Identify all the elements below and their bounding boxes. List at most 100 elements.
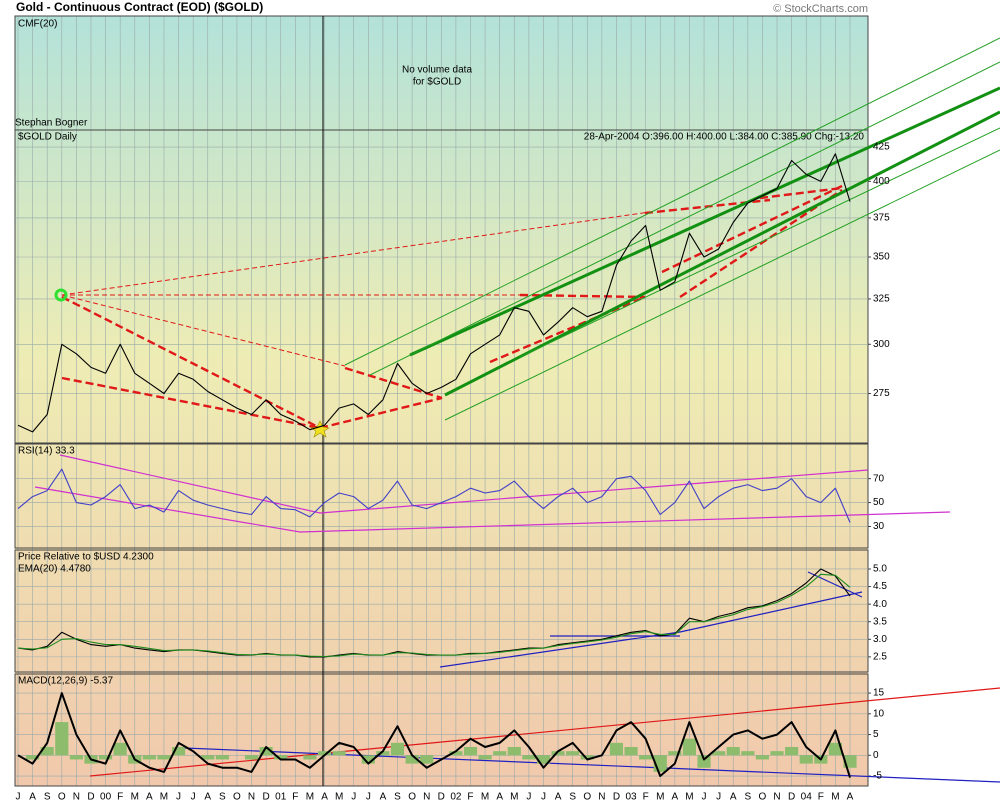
histogram-bar [244, 755, 259, 760]
channel-line [369, 61, 1000, 376]
x-tick-label: A [847, 792, 854, 803]
histogram-bar [376, 751, 390, 756]
series-line [17, 573, 851, 658]
histogram-bar [274, 755, 288, 760]
x-tick-label: D [263, 792, 270, 803]
trendline [661, 184, 843, 274]
pivot-marker [54, 288, 68, 302]
x-tick-label: M [481, 792, 489, 803]
histogram-bar [171, 747, 186, 756]
series-line [17, 468, 851, 523]
trendline [319, 469, 869, 514]
histogram-bar [785, 747, 799, 756]
y-tick-label: 375 [873, 213, 890, 224]
y-tick-label: -5 [873, 771, 882, 782]
channel-line [344, 37, 1000, 366]
histogram-bar [478, 755, 492, 760]
x-tick-label: M [656, 792, 664, 803]
histogram-bar [157, 755, 171, 760]
x-tick-label: M [160, 792, 168, 803]
subtitle: $GOLD Daily [18, 132, 77, 143]
panel-frame [14, 129, 869, 444]
histogram-bar [828, 742, 842, 756]
histogram-bar [639, 755, 653, 760]
x-tick-label: A [730, 792, 737, 803]
x-tick-label: O [58, 792, 66, 803]
chart-title: Gold - Continuous Contract (EOD) ($GOLD) [16, 0, 263, 14]
trendline [61, 211, 651, 296]
author: Stephan Bogner [15, 118, 88, 129]
y-tick-label: 275 [873, 388, 890, 399]
histogram-bar [40, 747, 54, 756]
panel-frame [14, 673, 869, 787]
legend-entry: EMA(20) 4.4780 [18, 564, 91, 575]
channel-line [444, 149, 1000, 421]
histogram-bar [624, 747, 638, 756]
histogram-bar [755, 755, 769, 760]
x-tick-label: N [773, 792, 780, 803]
x-tick-label: F [117, 792, 123, 803]
x-tick-label: J [716, 792, 721, 803]
x-tick-label: S [44, 792, 51, 803]
legend-entry: MACD(12,26,9) -5.37 [18, 676, 113, 687]
pivot-marker [310, 420, 330, 438]
histogram-bar [580, 755, 594, 760]
histogram-bar [113, 742, 127, 756]
histogram-bar [361, 755, 375, 764]
x-tick-label: 04 [801, 792, 813, 803]
histogram-bar [332, 751, 346, 756]
x-tick-label: O [233, 792, 241, 803]
quote: 28-Apr-2004 O:396.00 H:400.00 L:384.00 C… [584, 132, 865, 143]
histogram-bar [420, 755, 434, 764]
histogram-bar [55, 722, 69, 756]
trendline [807, 571, 863, 598]
trendline [439, 631, 681, 668]
histogram-bar [726, 747, 740, 756]
x-tick-label: A [146, 792, 153, 803]
x-tick-label: A [496, 792, 503, 803]
credit: © StockCharts.com [773, 3, 868, 15]
y-tick-label: 4.0 [873, 599, 887, 610]
trendline [299, 511, 951, 533]
x-tick-label: D [438, 792, 445, 803]
grid-layer [14, 15, 871, 787]
histogram-bar [463, 747, 478, 756]
trendline [644, 198, 771, 215]
y-tick-label: 325 [873, 294, 890, 305]
histogram-bar [259, 747, 273, 756]
x-tick-label: D [613, 792, 620, 803]
trendline [519, 293, 646, 299]
channel-line [444, 110, 1000, 397]
histogram-bar [215, 755, 229, 760]
histogram-bar [493, 751, 507, 756]
histogram-bar [201, 755, 215, 760]
trendline [61, 376, 321, 430]
x-tick-label: A [672, 792, 679, 803]
y-tick-label: 400 [873, 176, 890, 187]
x-tick-label: J [16, 792, 21, 803]
x-tick-label: J [541, 792, 546, 803]
panel-frame [14, 549, 869, 673]
x-tick-label: N [73, 792, 80, 803]
histogram-bar [799, 755, 813, 764]
y-tick-label: 4.5 [873, 581, 887, 592]
x-tick-label: J [351, 792, 356, 803]
x-tick-label: A [204, 792, 211, 803]
x-tick-label: F [467, 792, 473, 803]
y-tick-label: 350 [873, 252, 890, 263]
histogram-bar [741, 751, 755, 756]
y-tick-label: 5 [873, 729, 879, 740]
trendlines [34, 37, 1000, 783]
x-tick-label: S [744, 792, 751, 803]
trendline [759, 186, 843, 200]
legend-entry: Price Relative to $USD 4.2300 [18, 552, 154, 563]
trendline [319, 396, 443, 430]
x-tick-label: J [176, 792, 181, 803]
x-tick-label: F [643, 792, 649, 803]
x-tick-label: A [29, 792, 36, 803]
channel-line [519, 127, 1000, 358]
data-layer [17, 153, 857, 778]
series-line [17, 153, 851, 433]
y-tick-label: 5.0 [873, 564, 887, 575]
x-tick-label: J [526, 792, 531, 803]
